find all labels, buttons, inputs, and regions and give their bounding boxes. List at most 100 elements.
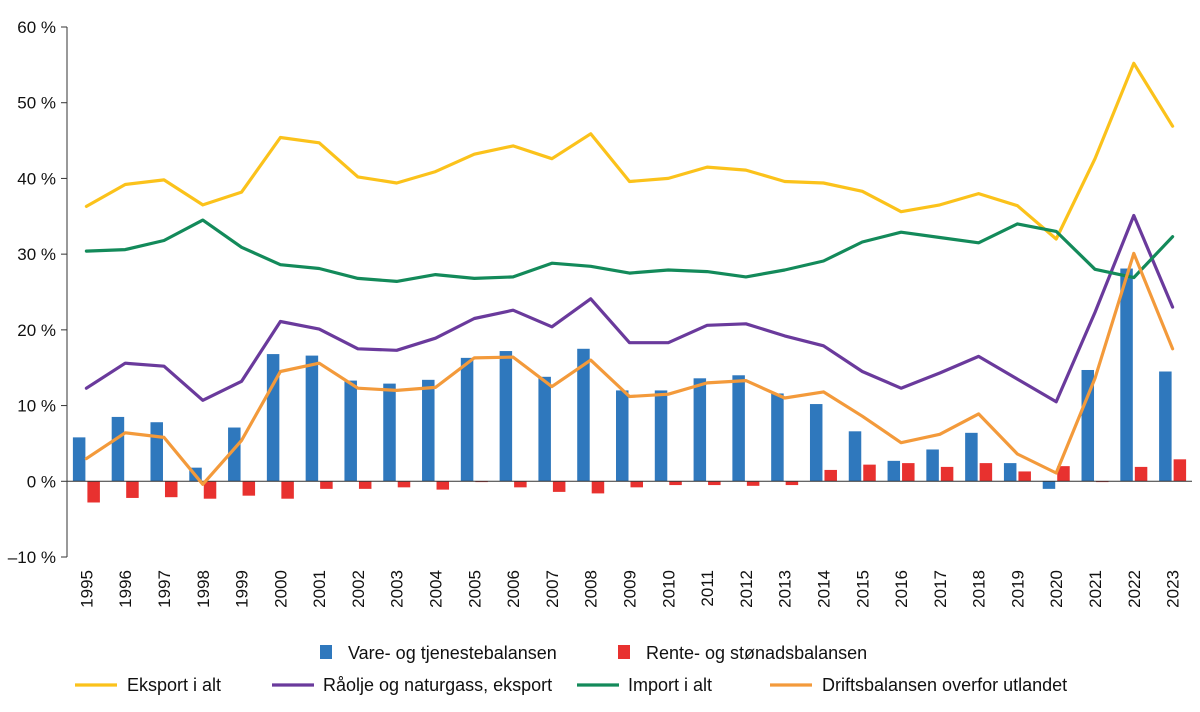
y-tick-label: 20 % — [17, 321, 56, 340]
y-tick-label: 0 % — [27, 472, 56, 491]
bar-goods-services-2012 — [732, 375, 745, 482]
bar-interest-transfers-2020 — [1057, 466, 1070, 482]
bar-goods-services-1995 — [72, 437, 86, 482]
y-tick-label: 50 % — [17, 94, 56, 113]
bar-goods-services-2016 — [887, 460, 901, 482]
bar-interest-transfers-2011 — [708, 481, 721, 486]
x-tick-label-2021: 2021 — [1086, 570, 1105, 608]
x-tick-label-2019: 2019 — [1008, 570, 1027, 608]
bar-goods-services-2018 — [965, 432, 978, 482]
bar-goods-services-2014 — [809, 404, 823, 482]
bar-goods-services-2008 — [577, 348, 590, 482]
y-tick-label: 40 % — [17, 169, 56, 188]
x-tick-label-2009: 2009 — [621, 570, 640, 608]
bar-interest-transfers-2001 — [320, 481, 333, 489]
bar-interest-transfers-2019 — [1018, 471, 1031, 482]
y-tick-label: 10 % — [17, 397, 56, 416]
x-tick-label-2008: 2008 — [582, 570, 601, 608]
x-tick-label-2023: 2023 — [1164, 570, 1183, 608]
bar-interest-transfers-2004 — [436, 481, 450, 490]
x-tick-label-2016: 2016 — [892, 570, 911, 608]
bar-interest-transfers-1997 — [164, 481, 178, 498]
bar-interest-transfers-2008 — [591, 481, 605, 494]
x-tick-label-2006: 2006 — [504, 570, 523, 608]
bar-interest-transfers-2010 — [669, 481, 682, 486]
bar-goods-services-2002 — [344, 380, 357, 482]
bar-goods-services-2020 — [1042, 481, 1056, 489]
x-tick-label-2010: 2010 — [659, 570, 678, 608]
bar-goods-services-2015 — [848, 431, 862, 482]
x-tick-label-2015: 2015 — [853, 570, 872, 608]
bar-goods-services-2022 — [1120, 268, 1133, 482]
bar-interest-transfers-2002 — [358, 481, 372, 489]
x-tick-label-2003: 2003 — [388, 570, 407, 608]
legend-swatch-bar-0 — [320, 645, 332, 659]
bar-interest-transfers-2000 — [281, 481, 294, 499]
bar-interest-transfers-2012 — [746, 481, 760, 486]
bar-interest-transfers-2018 — [979, 463, 993, 482]
bar-interest-transfers-1996 — [126, 481, 139, 498]
bar-series — [72, 268, 1187, 503]
bar-goods-services-2021 — [1081, 369, 1095, 482]
bar-goods-services-2011 — [693, 378, 707, 482]
x-tick-label-1999: 1999 — [233, 570, 252, 608]
line-imports-total — [84, 218, 1175, 283]
x-tick-label-2005: 2005 — [465, 570, 484, 608]
line-series — [84, 61, 1175, 486]
x-tick-label-1997: 1997 — [155, 570, 174, 608]
bar-interest-transfers-1998 — [203, 481, 217, 499]
bar-goods-services-2013 — [771, 393, 784, 482]
bar-goods-services-2007 — [538, 376, 551, 482]
bar-goods-services-2019 — [1003, 463, 1017, 482]
bar-goods-services-2000 — [266, 354, 280, 482]
bar-goods-services-2005 — [460, 357, 474, 482]
bar-interest-transfers-2015 — [863, 464, 876, 482]
legend-label-line-1: Råolje og naturgass, eksport — [323, 675, 552, 695]
y-tick-label: 30 % — [17, 245, 56, 264]
bar-goods-services-2006 — [499, 351, 513, 482]
legend: Vare- og tjenestebalansen Rente- og støna… — [75, 643, 1067, 695]
bar-interest-transfers-2022 — [1134, 466, 1148, 482]
x-tick-label-2004: 2004 — [427, 570, 446, 608]
bar-goods-services-2001 — [305, 355, 319, 482]
bar-goods-services-2017 — [926, 449, 939, 482]
y-axis-ticks: –10 % 0 % 10 % 20 % 30 % 40 % 50 % 60 % — [8, 18, 67, 567]
bar-interest-transfers-2013 — [785, 481, 799, 486]
x-axis-labels: 1995 1996 1997 1998 1999 2000 2001 2002 2003 2004… — [77, 570, 1182, 608]
bar-goods-services-1999 — [228, 427, 241, 482]
x-tick-label-2013: 2013 — [776, 570, 795, 608]
bar-goods-services-2010 — [654, 390, 668, 482]
bar-goods-services-1997 — [150, 422, 163, 482]
legend-swatch-bar-1 — [618, 645, 630, 659]
x-tick-label-2017: 2017 — [931, 570, 950, 608]
legend-label-bar-1: Rente- og stønadsbalansen — [646, 643, 867, 663]
legend-label-line-3: Driftsbalansen overfor utlandet — [822, 675, 1067, 695]
x-tick-label-2007: 2007 — [543, 570, 562, 608]
bar-interest-transfers-2007 — [552, 481, 566, 492]
bar-interest-transfers-1999 — [242, 481, 256, 496]
bar-interest-transfers-2017 — [940, 466, 954, 482]
x-tick-label-1996: 1996 — [116, 570, 135, 608]
bar-interest-transfers-2014 — [824, 469, 837, 482]
bar-interest-transfers-2016 — [902, 463, 915, 482]
line-current-account — [84, 251, 1175, 486]
bar-goods-services-2009 — [616, 390, 629, 482]
x-tick-label-2001: 2001 — [310, 570, 329, 608]
x-tick-label-2012: 2012 — [737, 570, 756, 608]
x-tick-label-2014: 2014 — [814, 570, 833, 608]
bar-goods-services-1996 — [111, 416, 125, 482]
bar-interest-transfers-2009 — [630, 481, 643, 488]
bar-interest-transfers-2023 — [1173, 459, 1187, 482]
x-tick-label-2000: 2000 — [271, 570, 290, 608]
x-tick-label-2022: 2022 — [1125, 570, 1144, 608]
x-tick-label-2018: 2018 — [970, 570, 989, 608]
bar-interest-transfers-1995 — [87, 481, 100, 503]
bar-interest-transfers-2003 — [397, 481, 411, 488]
x-tick-label-1995: 1995 — [77, 570, 96, 608]
legend-label-line-2: Import i alt — [628, 675, 712, 695]
legend-label-line-0: Eksport i alt — [127, 675, 221, 695]
bar-goods-services-2003 — [383, 383, 396, 482]
y-tick-label: –10 % — [8, 548, 56, 567]
bar-goods-services-2023 — [1159, 371, 1172, 482]
